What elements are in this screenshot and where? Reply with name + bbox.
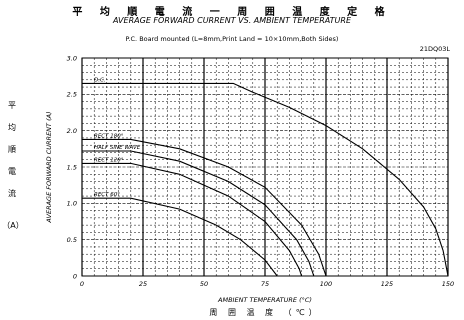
series-label-1: D.C. xyxy=(94,77,106,83)
y-tick-label: 3.0 xyxy=(67,54,77,62)
series-label-3: HALF SINE WAVE xyxy=(94,145,141,151)
part-number: 21DQ03L xyxy=(419,45,450,53)
series-line-1 xyxy=(82,82,449,277)
y-tick-label: 2.0 xyxy=(67,127,77,135)
x-tick-label: 100 xyxy=(320,280,332,288)
series-line-2 xyxy=(82,138,327,277)
y-tick-label: 1.5 xyxy=(67,163,77,171)
y-tick-label: 0.5 xyxy=(67,236,77,244)
y-tick-label: 2.5 xyxy=(67,91,77,99)
series-label-5: RECT 60° xyxy=(94,192,120,198)
major-grid xyxy=(81,57,449,277)
chart-title: AVERAGE FORWARD CURRENT VS. AMBIENT TEMP… xyxy=(112,16,351,25)
series-label-4: RECT 120° xyxy=(94,157,124,163)
y-tick-label: 0 xyxy=(73,272,77,280)
y-axis-label-jp-5: 流 xyxy=(8,189,16,198)
y-axis-label-jp-4: 電 xyxy=(8,167,16,176)
x-tick-label: 50 xyxy=(200,280,208,288)
chart-subtitle: P.C. Board mounted (L=8mm,Print Land = 1… xyxy=(125,35,339,43)
chart-title-japanese: 平 均 順 電 流 一 周 囲 温 度 定 格 xyxy=(72,7,392,18)
series-line-3 xyxy=(82,150,315,277)
y-axis-label-jp-2: 均 xyxy=(8,123,16,132)
series-labels: D.C. RECT 180° HALF SINE WAVE RECT 120° RECT… xyxy=(94,77,141,198)
x-axis-label: AMBIENT TEMPERATURE (°C) xyxy=(218,296,312,304)
tick-labels: 0 25 50 75 100 125 150 0 0.5 1.0 1.5 2.0 2.5 3.0 xyxy=(67,54,455,288)
x-tick-label: 150 xyxy=(442,280,454,288)
series-line-4 xyxy=(82,162,303,277)
y-axis-label: AVERAGE FORWARD CURRENT (A) xyxy=(45,111,53,223)
x-tick-label: 0 xyxy=(80,280,84,288)
x-tick-label: 125 xyxy=(381,280,393,288)
series-label-2: RECT 180° xyxy=(94,133,124,139)
plot-frame xyxy=(81,57,449,277)
y-axis-label-jp-1: 平 xyxy=(8,101,16,110)
y-axis-label-jp-3: 順 xyxy=(8,145,16,154)
x-tick-label: 25 xyxy=(139,280,147,288)
y-axis-label-jp-unit: （A） xyxy=(2,221,24,230)
x-axis-label-japanese: 周 囲 温 度 （℃） xyxy=(209,308,321,317)
x-tick-label: 75 xyxy=(261,280,269,288)
series-group xyxy=(82,82,449,277)
series-line-5 xyxy=(82,197,278,277)
y-tick-label: 1.0 xyxy=(67,200,77,208)
